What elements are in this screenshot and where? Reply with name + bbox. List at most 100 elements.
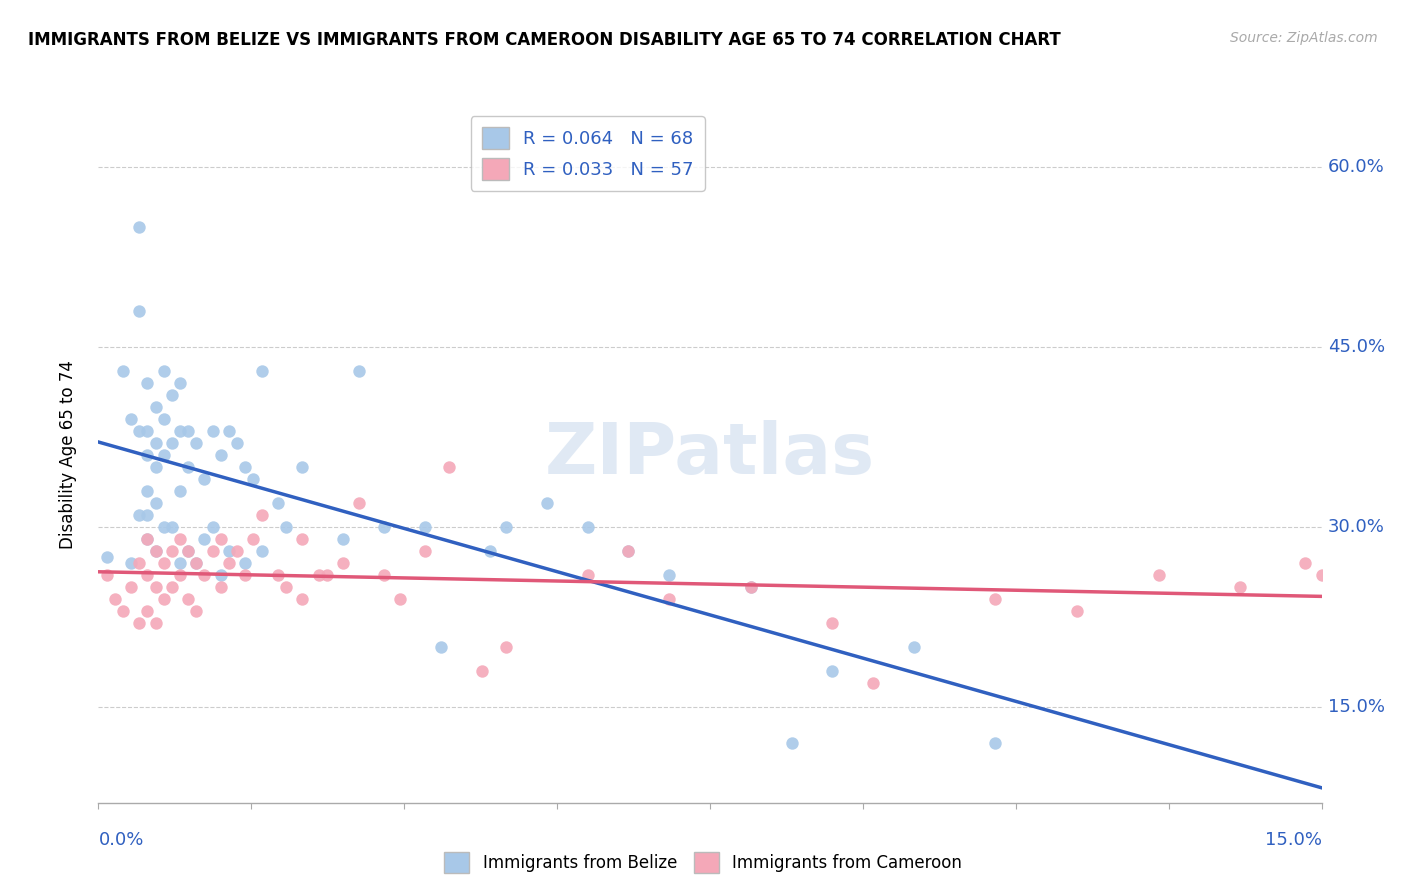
Point (780, 736, 803, 750)
Point (169, 424, 191, 438)
Point (1066, 604, 1088, 618)
Point (111, 364, 134, 378)
Point (291, 459, 314, 474)
Point (233, 567, 256, 582)
Point (1294, 556, 1316, 570)
Point (218, 424, 240, 438)
Text: 15.0%: 15.0% (1264, 830, 1322, 848)
Point (413, 520, 436, 534)
Text: 30.0%: 30.0% (1327, 518, 1385, 536)
Text: 60.0%: 60.0% (1327, 158, 1385, 176)
Point (152, 556, 174, 570)
Point (169, 556, 191, 570)
Point (145, 400, 167, 414)
Point (186, 604, 208, 618)
Point (136, 604, 159, 618)
Point (120, 556, 142, 570)
Point (413, 544, 436, 558)
Point (291, 591, 314, 606)
Point (233, 556, 256, 570)
Point (169, 483, 191, 498)
Point (152, 591, 174, 606)
Text: Source: ZipAtlas.com: Source: ZipAtlas.com (1230, 31, 1378, 45)
Point (250, 364, 273, 378)
Point (430, 640, 453, 654)
Point (349, 496, 371, 510)
Point (120, 412, 142, 426)
Point (862, 676, 884, 690)
Point (152, 412, 174, 426)
Y-axis label: Disability Age 65 to 74: Disability Age 65 to 74 (59, 360, 77, 549)
Point (145, 496, 167, 510)
Point (201, 424, 224, 438)
Point (193, 532, 215, 546)
Point (291, 532, 314, 546)
Point (136, 532, 159, 546)
Point (136, 532, 159, 546)
Point (152, 448, 174, 462)
Point (96, 567, 118, 582)
Point (209, 580, 232, 594)
Text: 15.0%: 15.0% (1327, 698, 1385, 716)
Point (96, 549, 118, 564)
Point (576, 567, 599, 582)
Point (186, 436, 208, 450)
Text: 0.0%: 0.0% (98, 830, 143, 848)
Point (617, 544, 640, 558)
Text: 45.0%: 45.0% (1327, 338, 1385, 356)
Text: IMMIGRANTS FROM BELIZE VS IMMIGRANTS FROM CAMEROON DISABILITY AGE 65 TO 74 CORRE: IMMIGRANTS FROM BELIZE VS IMMIGRANTS FRO… (28, 31, 1062, 49)
Point (160, 580, 183, 594)
Point (193, 472, 215, 486)
Point (821, 664, 844, 678)
Point (177, 459, 200, 474)
Point (617, 544, 640, 558)
Point (160, 544, 183, 558)
Point (658, 567, 681, 582)
Point (169, 532, 191, 546)
Point (177, 424, 200, 438)
Point (332, 556, 354, 570)
Point (332, 532, 354, 546)
Point (186, 556, 208, 570)
Point (128, 615, 150, 630)
Point (128, 219, 150, 234)
Point (984, 591, 1007, 606)
Point (478, 544, 501, 558)
Point (209, 448, 232, 462)
Point (136, 448, 159, 462)
Point (308, 567, 330, 582)
Text: ZIPatlas: ZIPatlas (546, 420, 875, 490)
Point (169, 567, 191, 582)
Point (267, 496, 290, 510)
Point (658, 591, 681, 606)
Point (136, 567, 159, 582)
Point (145, 436, 167, 450)
Point (160, 436, 183, 450)
Point (177, 591, 200, 606)
Point (315, 567, 337, 582)
Point (136, 424, 159, 438)
Point (145, 580, 167, 594)
Point (128, 556, 150, 570)
Point (177, 544, 200, 558)
Point (145, 544, 167, 558)
Point (136, 508, 159, 522)
Point (250, 508, 273, 522)
Point (209, 532, 232, 546)
Point (201, 544, 224, 558)
Point (437, 459, 460, 474)
Point (349, 364, 371, 378)
Point (177, 544, 200, 558)
Point (136, 483, 159, 498)
Point (136, 376, 159, 390)
Point (128, 424, 150, 438)
Point (169, 376, 191, 390)
Point (111, 604, 134, 618)
Point (903, 640, 925, 654)
Point (160, 520, 183, 534)
Point (389, 591, 412, 606)
Point (242, 532, 264, 546)
Point (209, 567, 232, 582)
Legend: R = 0.064   N = 68, R = 0.033   N = 57: R = 0.064 N = 68, R = 0.033 N = 57 (471, 116, 704, 191)
Point (1229, 580, 1251, 594)
